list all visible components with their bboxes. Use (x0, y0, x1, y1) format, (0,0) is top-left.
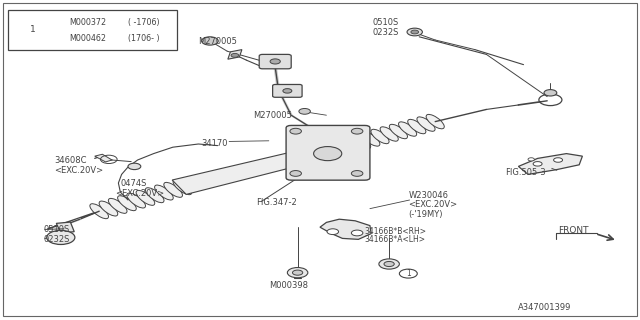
Circle shape (528, 158, 534, 161)
Ellipse shape (426, 115, 444, 129)
Circle shape (299, 108, 310, 114)
Ellipse shape (90, 204, 109, 219)
Polygon shape (228, 50, 242, 59)
Circle shape (283, 89, 292, 93)
Text: M270005: M270005 (253, 111, 292, 120)
Circle shape (351, 128, 363, 134)
Text: W230046: W230046 (408, 191, 448, 200)
Text: <EXC.20V>: <EXC.20V> (115, 189, 164, 198)
Text: M270005: M270005 (198, 37, 237, 46)
Circle shape (287, 268, 308, 278)
Text: 0510S: 0510S (372, 18, 399, 27)
Polygon shape (56, 222, 74, 233)
Ellipse shape (99, 201, 118, 216)
Text: (1706- ): (1706- ) (128, 34, 159, 43)
Circle shape (270, 59, 280, 64)
Polygon shape (518, 154, 582, 174)
Text: <EXC.20V>: <EXC.20V> (54, 166, 104, 175)
Circle shape (327, 229, 339, 235)
Circle shape (384, 261, 394, 267)
Text: FIG.347-2: FIG.347-2 (256, 198, 297, 207)
Ellipse shape (108, 198, 127, 213)
Circle shape (128, 163, 141, 170)
Text: FRONT: FRONT (558, 226, 589, 235)
FancyBboxPatch shape (8, 10, 177, 50)
Circle shape (407, 28, 422, 36)
FancyBboxPatch shape (259, 54, 291, 69)
Circle shape (314, 147, 342, 161)
Circle shape (554, 158, 563, 162)
Circle shape (411, 30, 419, 34)
Text: 0232S: 0232S (44, 235, 70, 244)
Text: 34166B*B<RH>: 34166B*B<RH> (365, 228, 427, 236)
Circle shape (202, 37, 218, 45)
Text: 34608C: 34608C (54, 156, 87, 164)
Polygon shape (320, 219, 371, 239)
Ellipse shape (173, 180, 192, 195)
Polygon shape (172, 138, 364, 194)
FancyBboxPatch shape (286, 125, 370, 180)
Ellipse shape (408, 119, 426, 134)
Circle shape (533, 162, 542, 166)
Text: 0510S: 0510S (44, 225, 70, 234)
Ellipse shape (164, 182, 182, 197)
Text: 34166B*A<LH>: 34166B*A<LH> (365, 236, 426, 244)
Text: ( -1706): ( -1706) (128, 18, 159, 27)
Text: M000462: M000462 (69, 34, 106, 43)
Ellipse shape (118, 196, 136, 211)
Circle shape (292, 270, 303, 275)
Text: 34170: 34170 (202, 139, 228, 148)
Ellipse shape (155, 185, 173, 200)
Text: M000398: M000398 (269, 281, 308, 290)
Circle shape (351, 230, 363, 236)
Circle shape (544, 90, 557, 96)
Text: FIG.505-3: FIG.505-3 (506, 168, 546, 177)
Ellipse shape (417, 117, 435, 131)
Ellipse shape (127, 193, 145, 208)
Polygon shape (95, 154, 112, 162)
Ellipse shape (389, 124, 408, 139)
Ellipse shape (371, 129, 389, 144)
Ellipse shape (145, 188, 164, 203)
Ellipse shape (362, 132, 380, 146)
Circle shape (351, 171, 363, 176)
FancyBboxPatch shape (273, 84, 302, 97)
Ellipse shape (353, 134, 371, 148)
Circle shape (290, 171, 301, 176)
Circle shape (47, 230, 75, 244)
Text: 1: 1 (30, 25, 35, 34)
Circle shape (231, 53, 239, 57)
Ellipse shape (380, 127, 398, 141)
Text: (-'19MY): (-'19MY) (408, 210, 443, 219)
Text: 1: 1 (406, 269, 411, 278)
Ellipse shape (136, 190, 155, 205)
Circle shape (290, 128, 301, 134)
Text: A347001399: A347001399 (518, 303, 572, 312)
Ellipse shape (399, 122, 417, 136)
Text: M000372: M000372 (69, 18, 106, 27)
Text: 0232S: 0232S (372, 28, 399, 36)
Circle shape (379, 259, 399, 269)
Text: 0474S: 0474S (120, 179, 147, 188)
Text: <EXC.20V>: <EXC.20V> (408, 200, 458, 209)
